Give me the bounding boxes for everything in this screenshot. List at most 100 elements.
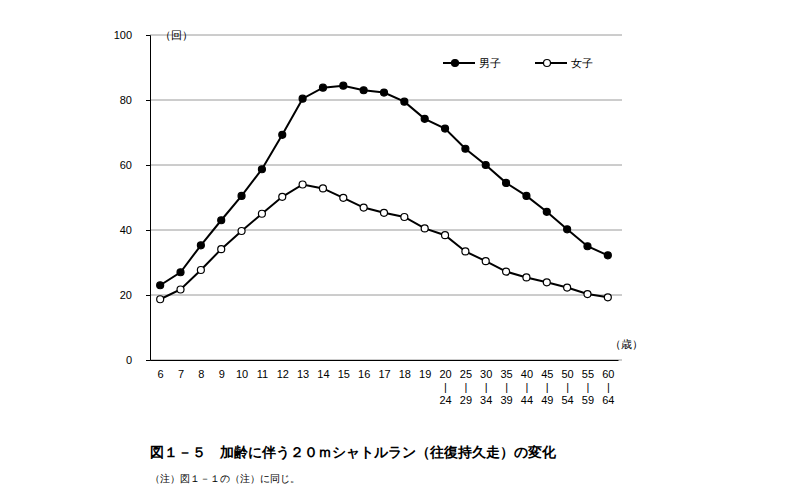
legend-label: 女子 [571, 57, 593, 70]
y-tick: 100 [114, 29, 150, 41]
x-tick: 55|59 [582, 360, 594, 406]
point [503, 268, 510, 275]
x-axis: 67891011121314151617181920|2425|2930|343… [151, 360, 619, 406]
y-tick: 80 [120, 94, 150, 106]
y-tick-mark [146, 360, 150, 361]
y-tick-label: 40 [120, 224, 132, 236]
point [503, 179, 510, 186]
x-tick-label: 60|64 [602, 368, 614, 406]
x-tick: 10 [236, 360, 248, 380]
x-tick-label: 35|39 [500, 368, 512, 406]
x-tick: 60|64 [602, 360, 614, 406]
point [340, 194, 347, 201]
y-tick-label: 60 [120, 159, 132, 171]
x-tick: 50|54 [562, 360, 574, 406]
y-tick: 60 [120, 159, 150, 171]
point [584, 291, 591, 298]
y-tick-mark [146, 165, 150, 166]
point [258, 210, 265, 217]
x-tick-label: 30|34 [480, 368, 492, 406]
point [157, 296, 164, 303]
point [462, 248, 469, 255]
x-tick: 12 [277, 360, 289, 380]
x-axis-title: （歳） [610, 338, 643, 351]
x-tick-label: 15 [338, 368, 350, 380]
series-line [160, 86, 608, 286]
x-tick: 13 [297, 360, 309, 380]
point [564, 284, 571, 291]
x-tick: 25|29 [460, 360, 472, 406]
y-tick-label: 80 [120, 94, 132, 106]
point [401, 98, 408, 105]
point [442, 125, 449, 132]
x-tick: 11 [257, 360, 268, 380]
point [401, 214, 408, 221]
y-tick: 0 [126, 354, 150, 366]
chart: 02040608010067891011121314151617181920|2… [0, 0, 800, 492]
grid-line [150, 35, 622, 36]
x-tick-label: 11 [257, 368, 268, 380]
point [381, 209, 388, 216]
plot-area [157, 82, 612, 303]
grid-line [150, 295, 622, 296]
x-tick: 18 [399, 360, 411, 380]
point [421, 115, 428, 122]
y-axis-title: （回） [160, 29, 193, 42]
legend-label: 男子 [479, 57, 501, 70]
point [197, 242, 204, 249]
y-axis-line [146, 36, 151, 361]
point [299, 181, 306, 188]
x-tick-label: 16 [358, 368, 370, 380]
x-tick-label: 14 [317, 368, 329, 380]
legend-item: 女子 [535, 57, 593, 70]
x-axis-line [151, 360, 619, 361]
point [543, 208, 550, 215]
legend: 男子 女子 [443, 57, 593, 70]
grid-line [150, 230, 622, 231]
point [258, 166, 265, 173]
y-tick-mark [146, 295, 150, 296]
point [564, 226, 571, 233]
grid [150, 35, 622, 360]
title: 図１－５ 加齢に伴う２０ｍシャトルラン（往復持久走）の変化 [150, 444, 557, 461]
point [381, 89, 388, 96]
point [584, 243, 591, 250]
x-tick: 40|44 [521, 360, 533, 406]
x-tick: 9 [219, 360, 225, 380]
x-tick: 19 [419, 360, 431, 380]
y-tick: 20 [120, 289, 150, 301]
grid-line [150, 360, 622, 361]
x-tick: 35|39 [500, 360, 512, 406]
legend-marker [452, 60, 459, 67]
x-tick: 17 [378, 360, 390, 380]
x-tick-label: 13 [297, 368, 309, 380]
x-tick: 7 [178, 360, 184, 380]
point [279, 131, 286, 138]
x-tick: 15 [338, 360, 350, 380]
point [462, 145, 469, 152]
point [543, 279, 550, 286]
x-tick: 20|24 [439, 360, 451, 406]
y-tick: 40 [120, 224, 150, 236]
x-tick-label: 55|59 [582, 368, 594, 406]
point [197, 266, 204, 273]
y-tick-label: 20 [120, 289, 132, 301]
x-tick-label: 8 [198, 368, 204, 380]
x-tick-label: 45|49 [541, 368, 553, 406]
y-tick-mark [146, 230, 150, 231]
point [319, 84, 326, 91]
point [360, 87, 367, 94]
point [340, 82, 347, 89]
x-tick-label: 17 [378, 368, 390, 380]
note: （注）図１－１の（注）に同じ。 [150, 473, 300, 484]
point [177, 286, 184, 293]
x-tick: 16 [358, 360, 370, 380]
point [177, 269, 184, 276]
x-tick-label: 19 [419, 368, 431, 380]
x-tick-label: 7 [178, 368, 184, 380]
point [157, 282, 164, 289]
legend-marker [544, 60, 551, 67]
point [421, 225, 428, 232]
point [279, 193, 286, 200]
point [523, 192, 530, 199]
